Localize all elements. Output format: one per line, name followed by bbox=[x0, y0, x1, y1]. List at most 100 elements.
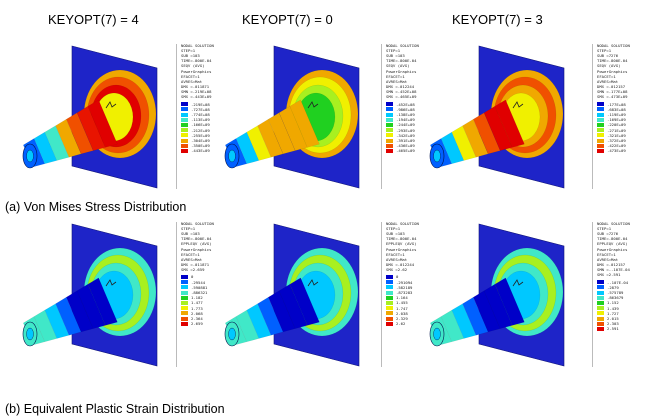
cone-band bbox=[462, 118, 489, 158]
legend-info-line: TIME=.800E-04 bbox=[597, 236, 628, 242]
legend-info-line: NODAL SOLUTION bbox=[597, 43, 630, 48]
legend-value: 2.659 bbox=[191, 321, 203, 327]
legend-swatch bbox=[597, 112, 604, 117]
legend-info-line: SEQV (AVG) bbox=[386, 63, 410, 69]
legend-value: 2.62 bbox=[396, 321, 406, 327]
cone-tip-inner bbox=[433, 149, 441, 163]
legend-info-line: SMX =2.659 bbox=[181, 266, 205, 272]
fea-model-strain-k3 bbox=[427, 222, 587, 367]
legend-swatch bbox=[386, 102, 393, 107]
legend-value: .291094 bbox=[396, 279, 413, 285]
legend-swatch bbox=[597, 133, 604, 138]
legend-info-line: STEP=1 bbox=[386, 48, 401, 54]
legend-value: .683E+08 bbox=[607, 106, 626, 112]
legend-value: .452E+08 bbox=[396, 101, 415, 107]
legend-value: .590881 bbox=[191, 284, 208, 290]
legend-info-line: DMX =.012157 bbox=[597, 83, 626, 89]
legend-value: .727E+08 bbox=[191, 106, 210, 112]
legend-swatch bbox=[181, 316, 188, 321]
legend-swatch bbox=[386, 316, 393, 321]
cone-band bbox=[278, 106, 308, 151]
cone-band bbox=[483, 284, 513, 329]
legend-info-line: SUB =103 bbox=[386, 231, 405, 237]
legend-info-line: PowerGraphics bbox=[386, 246, 417, 252]
legend-info-line: EFACET=1 bbox=[181, 251, 200, 257]
legend-info-line: SMX =.443E+09 bbox=[181, 94, 212, 99]
legend-info-line: EFACET=1 bbox=[181, 73, 200, 79]
fea-model-render bbox=[22, 45, 158, 189]
legend-value: .465E+09 bbox=[396, 148, 415, 154]
legend-value: .443E+09 bbox=[191, 148, 210, 154]
legend-info-line: SEQV (AVG) bbox=[597, 63, 621, 69]
legend-info-line: STEP=1 bbox=[181, 48, 196, 54]
legend-stress-k0: NODAL SOLUTION STEP=1 SUB =103 TIME=.800E-0… bbox=[383, 43, 437, 188]
legend-swatch bbox=[181, 143, 188, 148]
legend-swatch bbox=[597, 316, 604, 321]
cone-band bbox=[76, 284, 106, 329]
legend-info-line: SMX =2.591 bbox=[597, 272, 621, 277]
legend-swatch bbox=[386, 311, 393, 316]
legend-info-line: SUB =7276 bbox=[597, 53, 619, 59]
cone-band bbox=[257, 296, 284, 336]
legend-info-line: SMX =.473E+09 bbox=[597, 94, 628, 99]
header-keyopt-3: KEYOPT(7) = 3 bbox=[452, 12, 543, 27]
legend-swatch bbox=[597, 326, 604, 331]
legend-value: .220E+09 bbox=[607, 122, 626, 128]
legend-swatch bbox=[597, 300, 604, 305]
fea-model-render bbox=[429, 223, 565, 367]
fea-model-strain-k0 bbox=[222, 222, 382, 367]
legend-swatch bbox=[597, 117, 604, 122]
legend-info-line: SMN =-.107E-04 bbox=[597, 266, 630, 272]
legend-value: 1.773 bbox=[191, 305, 203, 311]
legend-swatch bbox=[181, 275, 188, 279]
legend-info-line: STEP=1 bbox=[597, 48, 612, 54]
legend-value: 0 bbox=[396, 274, 399, 280]
legend-info-line: AVRES=Mat bbox=[597, 78, 619, 84]
legend-value: 1.152 bbox=[607, 300, 619, 306]
legend-info-line: STEP=1 bbox=[181, 226, 196, 232]
legend-swatch bbox=[386, 275, 393, 279]
legend-value: .436E+09 bbox=[396, 143, 415, 149]
legend-info-line: AVRES=Mat bbox=[386, 78, 408, 84]
legend-swatch bbox=[597, 321, 604, 326]
cone-band bbox=[473, 112, 501, 155]
cone-tip-inner bbox=[433, 327, 441, 341]
legend-swatch bbox=[386, 295, 393, 300]
crack-marker bbox=[307, 279, 319, 287]
cone-band bbox=[55, 296, 82, 336]
legend-value: 0 bbox=[191, 274, 194, 280]
legend-info-line: SEQV (AVG) bbox=[181, 63, 205, 69]
legend-swatch bbox=[597, 102, 604, 107]
legend-value: .138E+09 bbox=[396, 111, 415, 117]
caption-stress: (a) Von Mises Stress Distribution bbox=[5, 200, 187, 214]
legend-value: 1.164 bbox=[396, 295, 408, 301]
legend-value: .304E+09 bbox=[191, 137, 210, 143]
cone-band bbox=[494, 277, 525, 326]
cone-band bbox=[257, 118, 284, 158]
legend-swatch bbox=[386, 280, 393, 285]
legend-value: .119E+09 bbox=[607, 111, 626, 117]
legend-info-line: TIME=.800E-04 bbox=[181, 236, 212, 242]
legend-info-line: DMX =.011871 bbox=[181, 83, 210, 89]
legend-info-line: SUB =103 bbox=[181, 53, 200, 59]
legend-swatch bbox=[181, 290, 188, 295]
legend-swatch bbox=[181, 285, 188, 290]
legend-swatch bbox=[597, 306, 604, 311]
legend-swatch bbox=[597, 143, 604, 148]
legend-divider bbox=[381, 44, 382, 189]
caption-strain: (b) Equivalent Plastic Strain Distributi… bbox=[5, 402, 225, 416]
cone-tip-inner bbox=[228, 149, 236, 163]
legend-stress-k3: NODAL SOLUTION STEP=1 SUB =7276 TIME=.800E-… bbox=[594, 43, 648, 188]
legend-info-line: DMX =.012244 bbox=[386, 83, 415, 89]
legend-swatch bbox=[386, 290, 393, 295]
cone-tip-inner bbox=[26, 149, 34, 163]
legend-value: .219E+08 bbox=[191, 101, 210, 107]
legend-info-line: NODAL SOLUTION bbox=[181, 43, 214, 48]
legend-value: .169E+09 bbox=[607, 117, 626, 123]
cone-band bbox=[87, 277, 118, 326]
crack-marker bbox=[105, 279, 117, 287]
legend-value: .166E+09 bbox=[191, 122, 210, 128]
legend-swatch bbox=[181, 122, 188, 127]
cone-tip-inner bbox=[228, 327, 236, 341]
legend-info-line: NODAL SOLUTION bbox=[386, 43, 419, 48]
